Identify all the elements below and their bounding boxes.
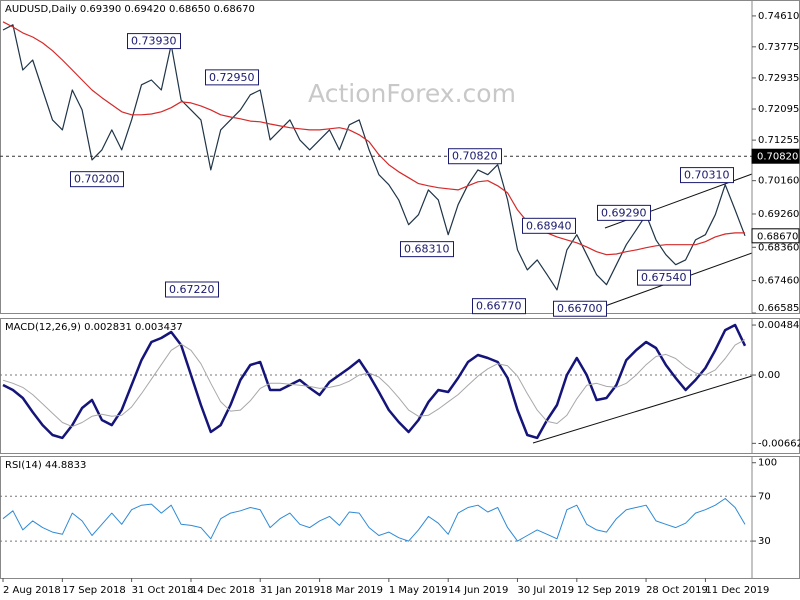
y-tick-label: 100 xyxy=(758,458,777,469)
annotation-label: 0.67220 xyxy=(169,283,215,296)
annotation-box xyxy=(448,148,502,165)
x-tick-label: 30 Jul 2019 xyxy=(517,585,574,596)
annotation: 0.72950 xyxy=(205,69,259,86)
series-line xyxy=(2,339,746,428)
annotation: 0.68940 xyxy=(522,217,576,234)
annotation-label: 0.70200 xyxy=(74,173,120,186)
y-tick-label: 0.71255 xyxy=(758,135,799,146)
y-tick-label: 0.66585 xyxy=(758,303,799,314)
x-tick-label: 18 Mar 2019 xyxy=(320,585,383,596)
y-tick-label: 0.70160 xyxy=(758,176,799,187)
x-tick-label: 17 Sep 2018 xyxy=(62,585,125,596)
annotation-label: 0.72950 xyxy=(209,71,255,84)
y-tick-label: 0.69260 xyxy=(758,209,799,220)
price-tag xyxy=(751,148,800,164)
annotation-label: 0.68310 xyxy=(404,243,450,256)
y-tick-label: 0.00 xyxy=(758,370,780,381)
panel-title: RSI(14) 44.8833 xyxy=(5,460,86,471)
annotation: 0.67220 xyxy=(165,281,219,298)
y-tick-label: 70 xyxy=(758,491,771,502)
annotation-box xyxy=(597,204,651,221)
series-line xyxy=(2,323,747,440)
y-tick-label: 0.67460 xyxy=(758,276,799,287)
y-tick-label: 0.004847 xyxy=(758,320,800,331)
annotation-box xyxy=(680,167,734,184)
annotation-box xyxy=(165,281,219,298)
x-tick-label: 2 Aug 2018 xyxy=(3,585,61,596)
series-line xyxy=(2,498,746,542)
annotation-box xyxy=(70,171,124,188)
annotation: 0.70200 xyxy=(70,171,124,188)
x-tick-label: 1 May 2019 xyxy=(389,585,448,596)
x-tick-label: 31 Jan 2019 xyxy=(260,585,320,596)
series-line xyxy=(2,21,745,256)
y-tick-label: -0.006624 xyxy=(758,438,800,449)
annotation-box xyxy=(472,298,526,315)
annotation-box xyxy=(553,300,607,317)
annotation-label: 0.67540 xyxy=(641,271,687,284)
annotation-box xyxy=(637,269,691,286)
panel-title: AUDUSD,Daily 0.69390 0.69420 0.68650 0.6… xyxy=(5,4,255,15)
annotation-label: 0.68940 xyxy=(526,219,572,232)
x-tick-label: 28 Oct 2019 xyxy=(646,585,708,596)
series-line xyxy=(2,24,746,291)
annotation-label: 0.70820 xyxy=(452,150,498,163)
annotation-label: 0.73930 xyxy=(131,35,177,48)
price-tag-label: 0.70820 xyxy=(757,152,798,163)
annotation-label: 0.70310 xyxy=(684,169,730,182)
annotation-label: 0.66770 xyxy=(476,300,522,313)
trend-line xyxy=(532,375,753,444)
annotation: 0.67540 xyxy=(637,269,691,286)
annotation: 0.70820 xyxy=(448,148,502,165)
price-tag xyxy=(751,228,800,244)
y-tick-label: 0.72935 xyxy=(758,73,799,84)
x-tick-label: 31 Oct 2018 xyxy=(132,585,194,596)
annotation-box xyxy=(205,69,259,86)
y-tick-label: 0.74610 xyxy=(758,11,799,22)
price-tag-label: 0.68670 xyxy=(757,231,798,242)
x-tick-label: 14 Jun 2019 xyxy=(448,585,508,596)
annotation: 0.66700 xyxy=(553,300,607,317)
y-tick-label: 30 xyxy=(758,536,771,547)
annotation-box xyxy=(127,33,181,50)
x-tick-label: 11 Dec 2019 xyxy=(705,585,769,596)
annotation: 0.73930 xyxy=(127,33,181,50)
panel-title: MACD(12,26,9) 0.002831 0.003437 xyxy=(5,322,183,333)
annotation-label: 0.69290 xyxy=(601,206,647,219)
annotation: 0.66770 xyxy=(472,298,526,315)
watermark: ActionForex.com xyxy=(308,79,516,108)
y-tick-label: 0.73775 xyxy=(758,42,799,53)
annotation-label: 0.66700 xyxy=(557,302,603,315)
y-tick-label: 0.72095 xyxy=(758,104,799,115)
annotation: 0.68310 xyxy=(400,241,454,258)
annotation-box xyxy=(400,241,454,258)
y-tick-label: 0.68360 xyxy=(758,242,799,253)
annotation: 0.69290 xyxy=(597,204,651,221)
annotation-box xyxy=(522,217,576,234)
x-tick-label: 12 Sep 2019 xyxy=(577,585,640,596)
x-tick-label: 14 Dec 2018 xyxy=(191,585,255,596)
annotation: 0.70310 xyxy=(680,167,734,184)
